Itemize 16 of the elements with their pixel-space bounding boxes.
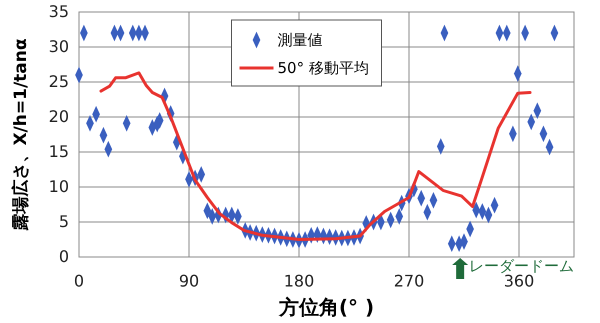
- y-tick-label: 10: [48, 177, 69, 196]
- y-tick-label: 0: [58, 247, 69, 266]
- y-axis-title: 露場広さ、X/h=1/tanα: [11, 38, 31, 232]
- legend-label: 50° 移動平均: [278, 59, 369, 77]
- legend-label: 測量値: [278, 31, 322, 49]
- y-tick-label: 5: [58, 212, 69, 232]
- y-tick-label: 20: [48, 107, 69, 126]
- x-tick-label: 180: [284, 271, 314, 290]
- x-tick-label: 0: [74, 271, 84, 290]
- y-tick-label: 25: [48, 72, 69, 92]
- x-tick-label: 270: [394, 271, 424, 290]
- x-tick-label: 90: [178, 271, 200, 290]
- x-axis-title: 方位角(° ): [278, 295, 374, 319]
- y-tick-label: 35: [48, 2, 69, 22]
- y-tick-label: 30: [48, 37, 69, 56]
- y-tick-label: 15: [48, 142, 69, 162]
